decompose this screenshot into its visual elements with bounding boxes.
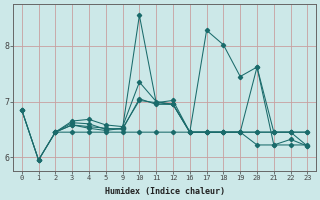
X-axis label: Humidex (Indice chaleur): Humidex (Indice chaleur): [105, 187, 225, 196]
